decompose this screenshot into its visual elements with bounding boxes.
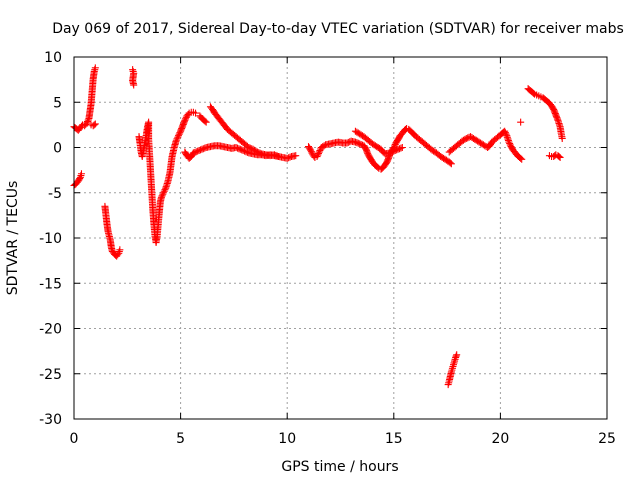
x-tick-label: 20	[491, 431, 509, 447]
data-point	[91, 64, 99, 72]
data-point	[501, 127, 509, 135]
data-point	[83, 119, 91, 127]
y-tick-label: -5	[48, 186, 62, 202]
y-tick-labels: 10 5 0 -5 -10 -15 -20 -25 -30	[39, 50, 62, 428]
data-point	[77, 170, 85, 178]
data-point	[292, 152, 300, 160]
data-point	[90, 121, 98, 129]
data-point	[158, 192, 166, 200]
y-axis-label: SDTVAR / TECUs	[5, 181, 21, 296]
x-tick-label: 25	[598, 431, 616, 447]
data-point	[505, 138, 513, 146]
data-point	[517, 154, 525, 162]
data-point	[518, 155, 526, 163]
data-point	[447, 160, 455, 168]
data-point	[116, 246, 124, 254]
data-point	[91, 120, 99, 128]
data-point	[314, 150, 322, 158]
data-point	[314, 151, 322, 159]
data-point	[502, 130, 510, 138]
data-point	[181, 116, 189, 124]
x-tick-label: 10	[278, 431, 296, 447]
data-point	[313, 153, 321, 161]
data-point	[114, 251, 122, 259]
data-point	[397, 144, 405, 152]
data-point	[157, 193, 165, 201]
data-point	[391, 142, 399, 150]
x-tick-label: 5	[176, 431, 185, 447]
data-point	[273, 152, 281, 160]
y-tick-label: 5	[53, 95, 62, 111]
data-point	[275, 153, 283, 161]
data-point	[172, 136, 180, 144]
data-point	[159, 190, 167, 198]
data-points	[70, 64, 566, 389]
data-point	[161, 186, 169, 194]
data-point	[175, 130, 183, 138]
data-point	[84, 116, 92, 124]
data-point	[316, 147, 324, 155]
y-tick-label: -15	[39, 276, 62, 292]
grid	[74, 57, 607, 419]
y-tick-label: 10	[44, 50, 62, 66]
data-point	[174, 133, 182, 141]
data-point	[315, 148, 323, 156]
data-point	[202, 118, 210, 126]
x-axis-label: GPS time / hours	[281, 459, 398, 475]
data-point	[84, 118, 92, 126]
y-tick-label: -10	[39, 231, 62, 247]
data-point	[558, 134, 566, 142]
data-point	[160, 189, 168, 197]
data-point	[556, 153, 564, 161]
data-point	[517, 118, 525, 126]
data-point	[201, 117, 209, 125]
y-tick-label: 0	[53, 141, 62, 157]
x-tick-label: 0	[70, 431, 79, 447]
data-point	[307, 148, 315, 156]
data-point	[130, 81, 138, 89]
data-point	[76, 175, 84, 183]
data-point	[307, 146, 315, 154]
data-point	[398, 144, 406, 151]
data-point	[174, 132, 182, 140]
data-point	[160, 187, 168, 195]
x-tick-label: 15	[385, 431, 403, 447]
data-point	[453, 351, 461, 359]
axis-ticks	[73, 56, 608, 420]
data-point	[446, 159, 454, 167]
chart-title: Day 069 of 2017, Sidereal Day-to-day VTE…	[52, 21, 624, 37]
data-point	[506, 140, 514, 148]
data-point	[182, 115, 190, 123]
y-tick-label: -30	[39, 412, 62, 428]
data-point	[192, 109, 200, 117]
y-tick-label: -20	[39, 322, 62, 338]
data-point	[173, 135, 181, 143]
data-point	[501, 129, 509, 137]
data-point	[555, 153, 563, 161]
x-tick-labels: 0 5 10 15 20 25	[70, 431, 616, 447]
y-tick-label: -25	[39, 367, 62, 383]
